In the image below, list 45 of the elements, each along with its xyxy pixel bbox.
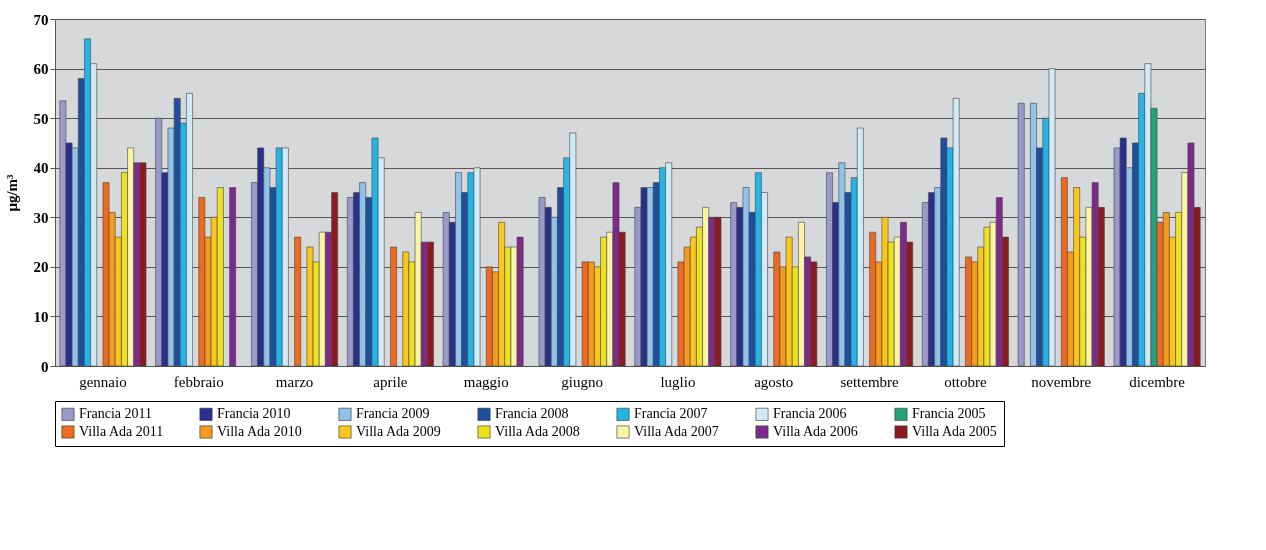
legend-label: Francia 2008 [495,406,569,422]
legend-label: Francia 2010 [217,406,291,422]
y-tick-label: 50 [33,110,49,127]
legend-label: Villa Ada 2009 [356,424,441,439]
y-tick-label: 20 [33,259,49,276]
bar [198,197,206,367]
y-tick-label: 40 [33,160,49,177]
x-tick-label: maggio [463,373,509,390]
y-axis-title: μg/m³ [3,173,20,212]
y-tick-label: 30 [33,209,49,226]
x-tick-label: aprile [373,373,408,390]
x-tick-label: settembre [840,373,900,390]
x-tick-label: gennaio [79,373,127,390]
legend-label: Villa Ada 2006 [773,424,858,439]
bar [1017,102,1025,367]
bar [229,187,237,367]
legend-label: Villa Ada 2005 [912,424,997,439]
y-tick-label: 70 [33,11,49,28]
legend-label: Villa Ada 2008 [495,424,580,439]
bar [402,251,410,367]
legend-label: Francia 2007 [634,406,708,422]
x-tick-label: luglio [660,373,696,390]
x-tick-label: agosto [754,373,794,390]
bar [730,202,738,367]
y-tick-label: 0 [41,358,49,375]
x-tick-label: ottobre [944,373,987,390]
x-tick-label: dicembre [1129,373,1186,390]
legend-label: Francia 2005 [912,406,986,422]
legend-label: Villa Ada 2007 [634,424,719,439]
x-tick-label: novembre [1031,373,1092,390]
legend-label: Francia 2006 [773,406,847,422]
bar [390,246,397,367]
bar [869,231,877,367]
y-tick-label: 10 [33,308,49,325]
legend-label: Villa Ada 2011 [79,424,164,439]
legend-label: Villa Ada 2010 [217,424,302,439]
legend-label: Francia 2009 [356,406,430,422]
legend-label: Francia 2011 [79,406,152,422]
x-tick-label: febbraio [173,373,224,390]
bar [294,236,302,367]
y-tick-label: 60 [33,61,49,78]
bar [155,117,163,367]
x-tick-label: marzo [275,373,314,390]
x-tick-label: giugno [561,373,603,390]
bar [773,251,781,367]
